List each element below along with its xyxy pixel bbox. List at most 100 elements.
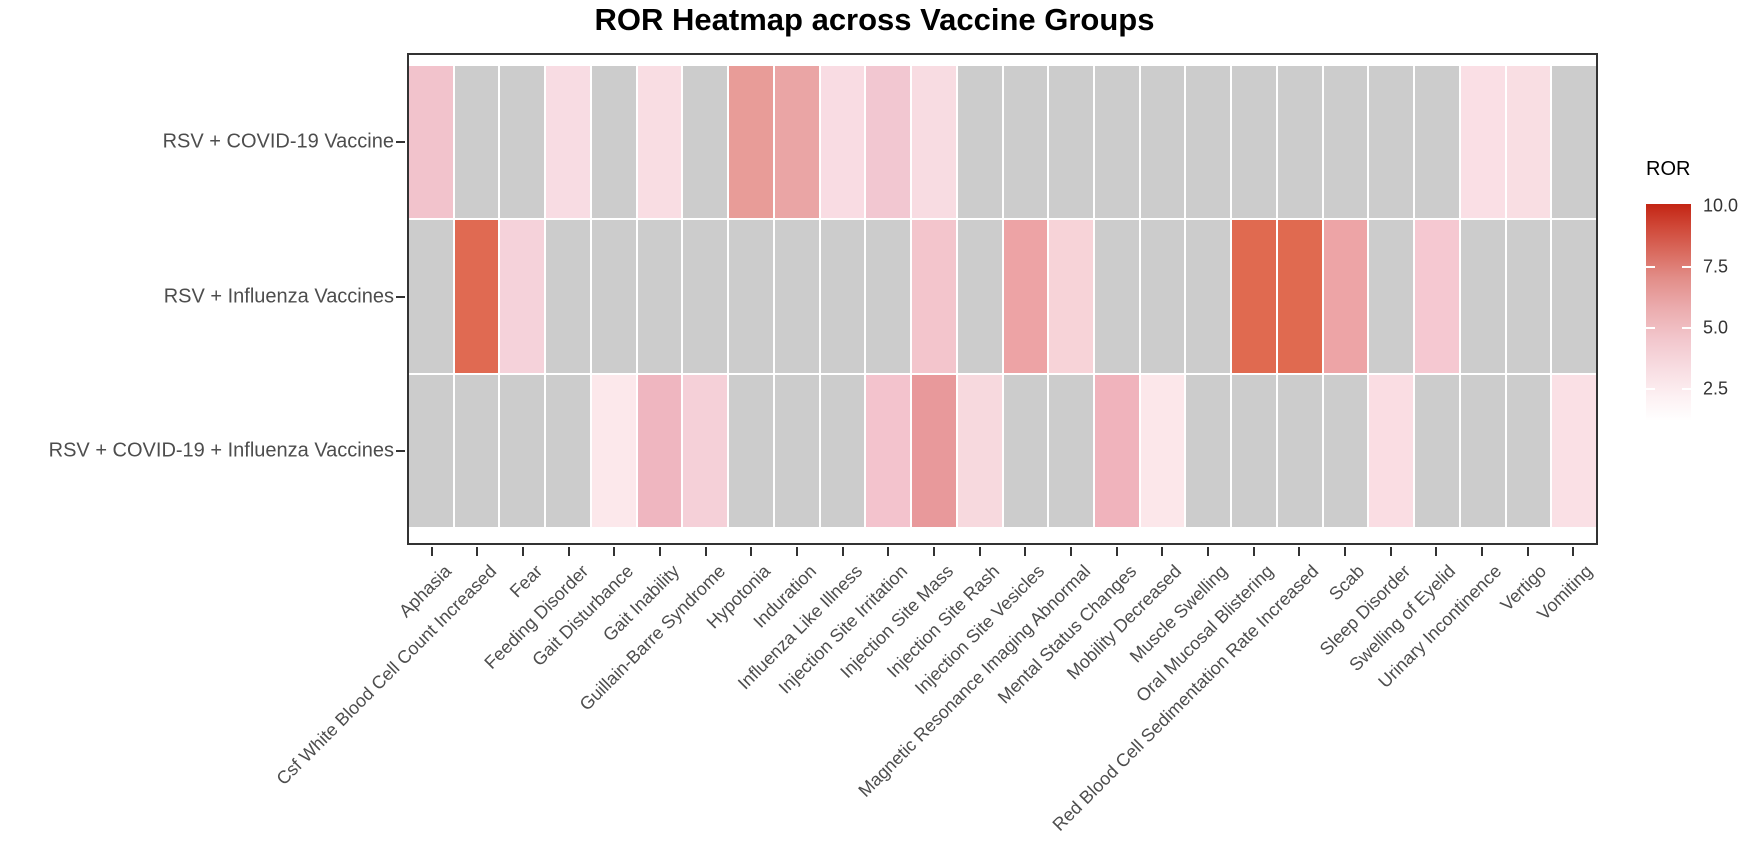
x-axis-tick: [933, 547, 936, 556]
heatmap-cell: [1323, 220, 1368, 373]
heatmap-cell: [1277, 66, 1322, 219]
legend: ROR 10.0 7.5 5.0 2.5: [1640, 158, 1749, 458]
heatmap-cell: [1323, 374, 1368, 527]
heatmap-cell: [409, 66, 453, 219]
legend-tick-mark: [1646, 388, 1655, 390]
heatmap-cell: [957, 66, 1002, 219]
heatmap-cell: [1049, 374, 1093, 527]
heatmap-cell: [1186, 66, 1231, 219]
legend-tick-mark: [1646, 266, 1655, 268]
x-axis-tick: [704, 547, 707, 556]
legend-tick-mark: [1682, 266, 1691, 268]
heatmap-cell: [637, 374, 682, 527]
x-axis-tick: [750, 547, 753, 556]
heatmap-cell: [546, 374, 590, 527]
heatmap-cell: [546, 220, 590, 373]
x-axis-tick: [1024, 547, 1027, 556]
heatmap-cell: [912, 220, 956, 373]
heatmap-cell: [1506, 374, 1551, 527]
heatmap-cell: [912, 374, 956, 527]
x-axis-tick: [1069, 547, 1072, 556]
heatmap-cell: [1094, 66, 1139, 219]
heatmap-cell: [409, 374, 453, 527]
heatmap-cell: [409, 220, 453, 373]
heatmap-cell: [866, 66, 911, 219]
x-axis-tick: [1389, 547, 1392, 556]
heatmap-cell: [1232, 220, 1276, 373]
x-axis-tick: [1115, 547, 1118, 556]
heatmap-cell: [1460, 374, 1505, 527]
x-axis-label: Fear: [505, 561, 547, 602]
heatmap-cell: [1277, 220, 1322, 373]
heatmap-cell: [1415, 66, 1459, 219]
x-axis-tick: [613, 547, 616, 556]
heatmap-cell: [1140, 374, 1185, 527]
heatmap-cell: [500, 374, 545, 527]
x-axis-tick: [476, 547, 479, 556]
heatmap-cell: [1552, 66, 1596, 219]
x-axis-tick: [1161, 547, 1164, 556]
heatmap-cell: [1460, 66, 1505, 219]
legend-tick-label: 5.0: [1703, 317, 1729, 338]
heatmap-cell: [820, 220, 865, 373]
heatmap-cell: [591, 220, 636, 373]
heatmap-cell: [500, 66, 545, 219]
heatmap-cell: [1186, 374, 1231, 527]
heatmap-cell: [637, 66, 682, 219]
heatmap-cells: [409, 66, 1596, 527]
heatmap-cell: [1232, 374, 1276, 527]
heatmap-cell: [1140, 66, 1185, 219]
chart-title: ROR Heatmap across Vaccine Groups: [594, 2, 1155, 37]
heatmap-cell: [729, 374, 773, 527]
x-axis-tick: [659, 547, 662, 556]
heatmap-cell: [591, 66, 636, 219]
heatmap-cell: [454, 66, 499, 219]
heatmap-cell: [683, 66, 728, 219]
x-axis-tick: [841, 547, 844, 556]
heatmap-cell: [1277, 374, 1322, 527]
y-axis-tick: [396, 449, 405, 452]
x-axis-tick: [887, 547, 890, 556]
x-axis-tick: [1206, 547, 1209, 556]
heatmap-cell: [1049, 66, 1093, 219]
x-axis-tick: [1526, 547, 1529, 556]
heatmap-cell: [1003, 220, 1048, 373]
x-axis-tick: [1572, 547, 1575, 556]
heatmap-cell: [1003, 374, 1048, 527]
y-axis-tick: [396, 141, 405, 144]
heatmap-cell: [866, 220, 911, 373]
heatmap-cell: [1552, 374, 1596, 527]
heatmap-cell: [500, 220, 545, 373]
x-axis-tick: [978, 547, 981, 556]
legend-title: ROR: [1646, 158, 1691, 180]
y-axis-label: RSV + Influenza Vaccines: [163, 285, 394, 307]
heatmap-cell: [591, 374, 636, 527]
x-axis-tick: [522, 547, 525, 556]
heatmap-cell: [683, 374, 728, 527]
heatmap-cell: [1506, 220, 1551, 373]
heatmap-cell: [957, 374, 1002, 527]
x-axis-tick: [1298, 547, 1301, 556]
x-axis-tick: [430, 547, 433, 556]
heatmap-cell: [957, 220, 1002, 373]
heatmap-cell: [866, 374, 911, 527]
heatmap-cell: [1049, 220, 1093, 373]
heatmap-cell: [1506, 66, 1551, 219]
heatmap-cell: [454, 374, 499, 527]
heatmap-cell: [1369, 66, 1414, 219]
heatmap-cell: [454, 220, 499, 373]
legend-tick-label: 2.5: [1703, 378, 1729, 399]
legend-tick-mark: [1682, 327, 1691, 329]
heatmap-cell: [1323, 66, 1368, 219]
x-axis-tick: [1435, 547, 1438, 556]
heatmap-cell: [729, 66, 773, 219]
heatmap-cell: [683, 220, 728, 373]
heatmap-cell: [820, 374, 865, 527]
legend-tick-label: 7.5: [1703, 256, 1729, 277]
heatmap-cell: [1186, 220, 1231, 373]
x-axis-tick: [796, 547, 799, 556]
y-axis-label: RSV + COVID-19 + Influenza Vaccines: [48, 439, 394, 462]
legend-tick-label: 10.0: [1703, 195, 1739, 216]
x-axis-label: Csf White Blood Cell Count Increased: [272, 561, 501, 789]
heatmap-cell: [1232, 66, 1276, 219]
